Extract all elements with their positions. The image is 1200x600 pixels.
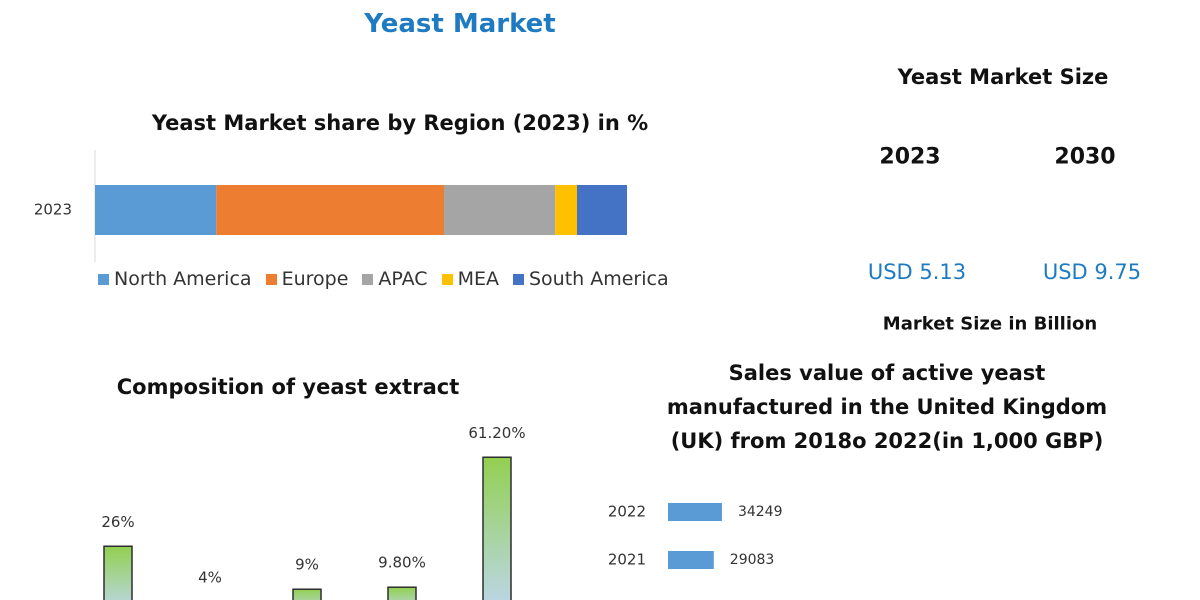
market-value: USD 9.75 xyxy=(1042,260,1142,284)
legend-item: South America xyxy=(512,268,669,290)
legend-swatch xyxy=(265,274,277,285)
market-size-caption: Market Size in Billion xyxy=(882,313,1098,335)
legend-swatch xyxy=(441,274,453,285)
value-label: 26% xyxy=(101,513,134,531)
y-tick-label: 2022 xyxy=(608,503,646,521)
bar xyxy=(103,545,133,600)
legend-swatch xyxy=(362,274,374,285)
legend: North America Europe APAC MEA South America xyxy=(98,268,669,290)
chart-title: Yeast Market share by Region (2023) in % xyxy=(151,111,649,135)
y-tick-label: 2021 xyxy=(608,551,646,569)
y-tick-label: 2023 xyxy=(34,201,72,219)
chart-title: Composition of yeast extract xyxy=(116,375,460,399)
bar xyxy=(668,503,722,521)
bar-segment xyxy=(576,185,627,235)
value-label: 34249 xyxy=(738,504,783,520)
value-label: 9.80% xyxy=(378,554,426,572)
bar-segment xyxy=(95,185,217,235)
legend-label: APAC xyxy=(378,268,428,290)
bar xyxy=(387,586,417,600)
bar xyxy=(482,456,512,600)
legend-item: North America xyxy=(98,268,252,290)
bar xyxy=(292,588,322,600)
legend-label: Europe xyxy=(281,268,349,290)
bar-segment xyxy=(555,185,577,235)
bar-segment xyxy=(443,185,556,235)
bar xyxy=(668,551,714,569)
value-label: 9% xyxy=(295,556,319,574)
legend-item: MEA xyxy=(441,268,499,290)
legend-label: North America xyxy=(114,268,252,290)
value-label: 4% xyxy=(198,568,222,586)
legend-swatch xyxy=(98,274,109,285)
legend-item: Europe xyxy=(265,268,349,290)
page-title: Yeast Market xyxy=(364,9,556,39)
market-size-title: Yeast Market Size xyxy=(897,65,1109,89)
year: 2030 xyxy=(1054,144,1116,170)
legend-swatch xyxy=(512,274,524,285)
legend-label: South America xyxy=(528,268,669,290)
legend-label: MEA xyxy=(457,268,499,290)
chart-title: Sales value of active yeast manufactured… xyxy=(666,361,1108,453)
year: 2023 xyxy=(879,144,941,170)
market-value: USD 5.13 xyxy=(867,260,967,284)
legend-item: APAC xyxy=(362,268,428,290)
bar-segment xyxy=(216,185,444,235)
value-label: 29083 xyxy=(730,552,775,568)
value-label: 61.20% xyxy=(468,424,525,442)
